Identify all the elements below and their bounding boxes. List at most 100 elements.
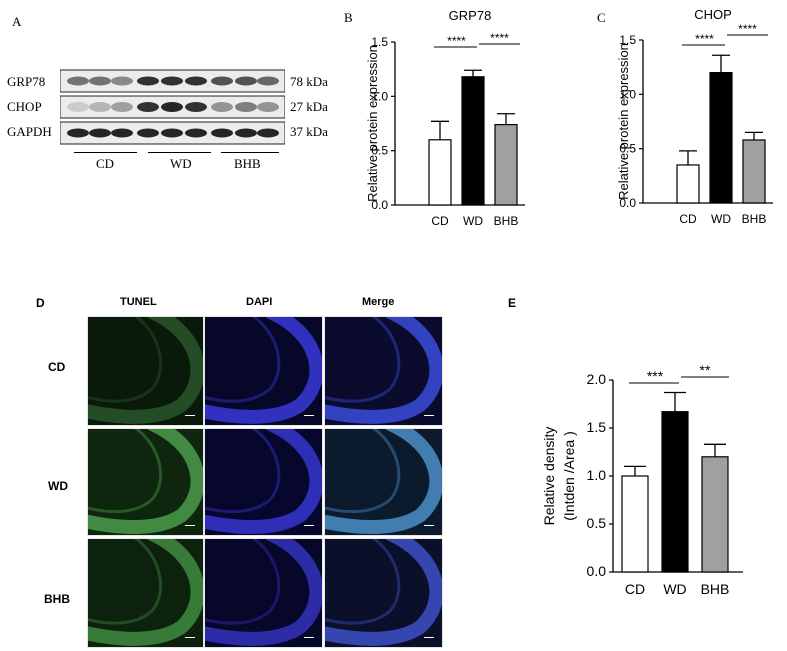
scale-bar: [424, 415, 434, 416]
significance-label: ****: [738, 22, 757, 36]
microscopy-image: [204, 428, 323, 536]
x-tick-label: WD: [663, 581, 686, 597]
western-blot-image: [60, 69, 285, 145]
scale-bar: [185, 415, 195, 416]
blot-band: [137, 76, 159, 86]
bar-cd: [621, 475, 649, 573]
x-tick-label: BHB: [494, 214, 519, 228]
microscopy-image: [324, 428, 443, 536]
y-tick-label: 0.0: [371, 198, 388, 212]
chart-title: CHOP: [694, 7, 732, 22]
tissue-wall: [88, 539, 203, 646]
panel-label-e: E: [508, 296, 517, 310]
tissue-wall: [205, 539, 322, 646]
x-tick-label: BHB: [742, 212, 767, 226]
bar-wd: [461, 76, 485, 206]
tissue-inner-edge: [88, 539, 162, 625]
y-tick-label: 0.0: [619, 196, 636, 210]
tissue-section: [88, 317, 203, 424]
blot-band: [211, 76, 233, 86]
group-line-cd: [74, 152, 137, 153]
significance-label: ****: [490, 31, 509, 45]
blot-band: [161, 102, 183, 112]
tissue-inner-edge: [325, 539, 401, 625]
tissue-wall: [88, 317, 203, 424]
x-tick-label: CD: [625, 581, 645, 597]
group-label-wd: WD: [170, 156, 192, 171]
row-label-wd: WD: [48, 479, 68, 493]
tissue-wall: [325, 317, 442, 424]
y-tick-label: 0.5: [619, 142, 636, 156]
significance-label: ***: [647, 368, 664, 384]
tissue-section: [88, 539, 203, 646]
y-axis-label: Relative protein expression: [365, 45, 380, 202]
blot-band: [211, 102, 233, 112]
tissue-inner-edge: [325, 429, 401, 514]
bar-wd: [661, 411, 689, 573]
blot-band: [111, 128, 133, 138]
bar-cd: [676, 164, 700, 204]
column-header-tunel: TUNEL: [120, 296, 157, 308]
blot-band: [185, 128, 207, 138]
bar-bhb: [494, 123, 518, 206]
tissue-inner-edge: [88, 429, 162, 514]
chart-title: GRP78: [449, 8, 492, 23]
blot-band: [211, 128, 233, 138]
y-tick-label: 1.5: [587, 419, 607, 435]
tissue-section: [205, 317, 322, 424]
y-tick-label: 1.0: [587, 467, 607, 483]
tissue-inner-edge: [325, 317, 401, 403]
y-tick-label: 0.0: [587, 563, 607, 579]
group-line-bhb: [221, 152, 279, 153]
microscopy-image: [204, 316, 323, 426]
scale-bar: [185, 525, 195, 526]
y-tick-label: 1.5: [371, 35, 388, 49]
x-tick-label: WD: [711, 212, 731, 226]
blot-band: [235, 76, 257, 86]
blot-band: [137, 102, 159, 112]
chart-relative-density: 0.0 0.5 1.0 1.5 2.0 Relative density (Intden /…: [541, 362, 743, 597]
y-tick-label: 1.5: [619, 33, 636, 47]
blot-band: [185, 102, 207, 112]
microscopy-image: [204, 538, 323, 648]
blot-band: [89, 76, 111, 86]
tissue-inner-edge: [205, 429, 281, 514]
blot-band: [257, 76, 279, 86]
tissue-section: [88, 429, 203, 535]
x-tick-label: WD: [463, 214, 483, 228]
size-label-grp78: 78 kDa: [290, 74, 328, 89]
y-tick-label: 0.5: [587, 515, 607, 531]
bar-bhb: [701, 456, 729, 573]
tissue-section: [205, 539, 322, 646]
protein-label-gapdh: GAPDH: [7, 124, 52, 139]
blot-band: [235, 128, 257, 138]
bar-bhb: [742, 139, 766, 204]
y-tick-label: 1.0: [371, 89, 388, 103]
tissue-wall: [325, 539, 442, 646]
tissue-inner-edge: [205, 539, 281, 625]
significance-label: ****: [695, 32, 714, 46]
panel-label-d: D: [36, 296, 45, 310]
scale-bar: [304, 637, 314, 638]
microscopy-image: [324, 316, 443, 426]
blot-band: [67, 102, 89, 112]
scale-bar: [304, 525, 314, 526]
tissue-section: [325, 429, 442, 535]
panel-label-b: B: [344, 10, 353, 25]
blot-band: [235, 102, 257, 112]
blot-band: [185, 76, 207, 86]
group-label-cd: CD: [96, 156, 115, 171]
blot-band: [257, 102, 279, 112]
scale-bar: [424, 525, 434, 526]
blot-band: [67, 76, 89, 86]
blot-band: [67, 128, 89, 138]
scale-bar: [304, 415, 314, 416]
y-axis-label: Relative density: [541, 427, 557, 526]
panel-label-a: A: [12, 14, 22, 29]
blot-band: [89, 102, 111, 112]
tissue-section: [325, 317, 442, 424]
size-label-chop: 27 kDa: [290, 99, 328, 114]
significance-label: **: [700, 362, 711, 378]
bar-cd: [428, 139, 452, 206]
